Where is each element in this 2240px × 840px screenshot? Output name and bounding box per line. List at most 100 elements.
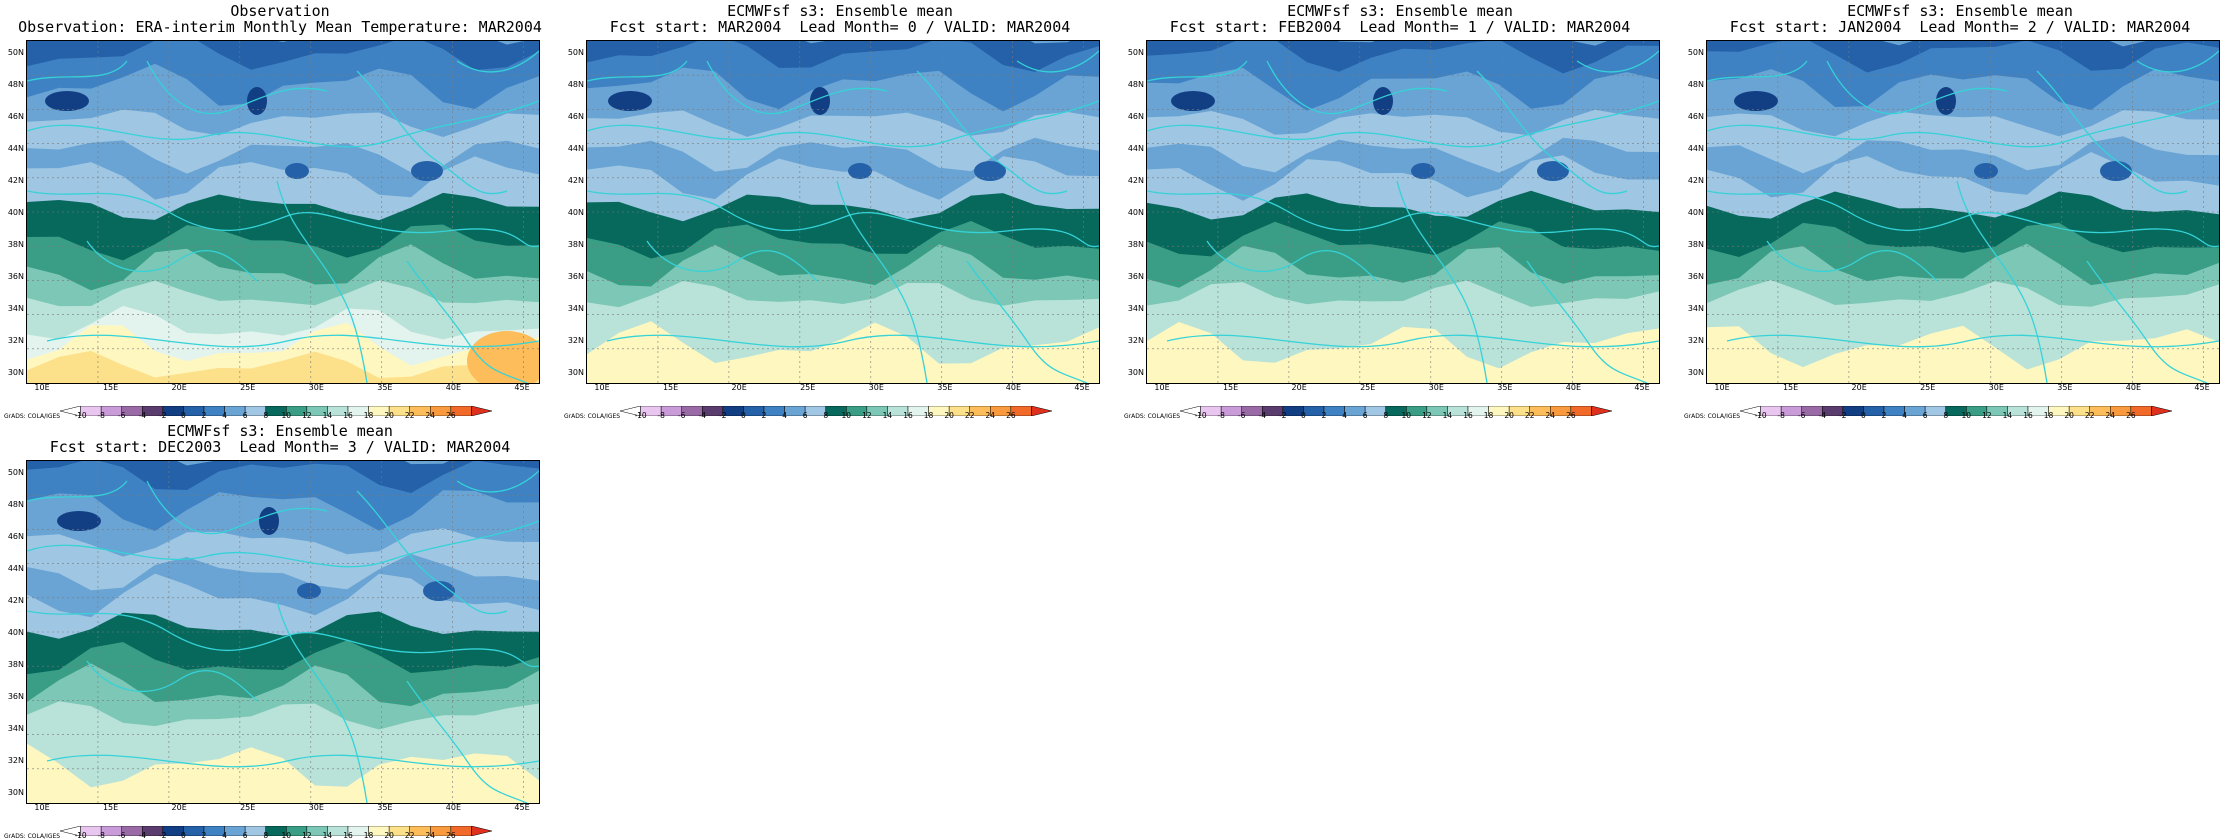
coastline [587,190,1099,248]
coastline [86,660,258,702]
lon-tick-label: 15E [102,383,119,392]
colorbar-label: -10 [74,411,87,420]
lon-tick-label: 20E [731,383,747,392]
colorbar-label: 2 [1321,411,1327,420]
colorbar-label: 4 [1902,411,1907,420]
colorbar-label: 6 [242,411,248,420]
colorbar [619,401,1053,417]
coastline [1526,260,1648,383]
lat-tick-label: 48N [567,80,584,89]
coastline [1396,180,1488,383]
lat-tick-label: 40N [7,208,24,217]
lat-tick-label: 38N [567,240,584,249]
colorbar-label: 26 [1006,411,1016,420]
coastline [1016,50,1099,73]
colorbar-label: 12 [302,411,312,420]
panel-title: ECMWFsf s3: Ensemble mean [167,422,393,440]
colorbar-swatch [471,405,493,417]
colorbar-label: 0 [1861,411,1866,420]
panel-subtitle: Observation: ERA-interim Monthly Mean Te… [18,18,542,36]
lon-tick-label: 45E [514,803,530,812]
lat-tick-label: 36N [7,272,24,281]
lat-tick-label: 44N [7,564,24,573]
colorbar-label: 20 [1504,411,1514,420]
lat-tick-label: 32N [7,336,24,345]
lat-tick-label: 36N [1127,272,1144,281]
colorbar-label: 8 [823,411,829,420]
colorbar-label: 2 [761,411,767,420]
coastline [836,180,928,383]
lat-tick-label: 44N [567,144,584,153]
lat-tick-label: 46N [7,112,24,121]
coastline [276,600,368,803]
map-panel: ECMWFsf s3: Ensemble mean Fcst start: FEB… [1120,0,1680,420]
temperature-map [1706,40,2220,384]
colorbar-label: 16 [903,411,913,420]
coastline [146,480,328,535]
colorbar-label: 10 [1401,411,1412,420]
colorbar-label: -8 [97,831,105,840]
lat-tick-label: 38N [7,660,24,669]
coastline [2036,70,2188,195]
cold-patch [1411,163,1435,179]
colorbar-label: -2 [1839,411,1847,420]
coastline [916,70,1068,195]
lat-tick-label: 36N [567,272,584,281]
cold-patch [848,163,872,179]
lat-tick-label: 50N [1687,48,1704,57]
coastline [1576,50,1659,73]
lon-tick-label: 30E [308,383,324,392]
panel-subtitle: Fcst start: FEB2004 Lead Month= 1 / VALI… [1169,18,1631,36]
lon-tick-label: 30E [1988,383,2004,392]
lat-tick-label: 36N [7,692,24,701]
cold-patch [810,87,830,115]
coastline [27,480,128,502]
colorbar-label: -8 [97,411,105,420]
lon-tick-label: 40E [445,803,462,812]
coastline [1166,334,1659,348]
cold-patch [259,507,279,535]
lon-tick-label: 30E [868,383,884,392]
colorbar-label: -2 [159,411,167,420]
colorbar-label: 26 [446,831,456,840]
temperature-map [1146,40,1660,384]
colorbar-label: 12 [862,411,872,420]
colorbar-label: 0 [741,411,746,420]
lat-tick-label: 38N [1687,240,1704,249]
colorbar-label: 18 [363,831,374,840]
colorbar-label: -10 [1194,411,1207,420]
lat-tick-label: 34N [7,724,24,733]
coastline [1766,240,1938,282]
colorbar-label: 14 [322,411,333,420]
colorbar-label: -8 [1777,411,1785,420]
colorbar-label: 24 [2105,411,2116,420]
colorbar-label: -6 [1797,411,1806,420]
lon-tick-label: 20E [171,803,187,812]
lon-tick-label: 35E [377,803,393,812]
temperature-map [26,40,540,384]
colorbar-label: 2 [1881,411,1887,420]
lon-tick-label: 35E [937,383,953,392]
colorbar-label: 10 [281,411,292,420]
colorbar-label: -4 [1818,411,1827,420]
lat-tick-label: 50N [7,48,24,57]
cold-patch [1936,87,1956,115]
lon-tick-label: 40E [445,383,462,392]
lat-tick-label: 32N [1127,336,1144,345]
colorbar-label: 4 [222,831,227,840]
colorbar-label: 12 [302,831,312,840]
colorbar-label: 18 [1483,411,1494,420]
lat-tick-label: 46N [1127,112,1144,121]
colorbar-label: 26 [1566,411,1576,420]
cold-patch [57,511,101,531]
colorbar-label: 16 [343,831,353,840]
colorbar-label: 12 [1982,411,1992,420]
colorbar-label: 0 [181,831,186,840]
lat-tick-label: 34N [1127,304,1144,313]
colorbar-label: 22 [964,411,975,420]
coastline [587,100,1099,148]
lon-tick-label: 25E [240,803,256,812]
temperature-map [586,40,1100,384]
lat-tick-label: 38N [1127,240,1144,249]
colorbar-label: 10 [281,831,292,840]
